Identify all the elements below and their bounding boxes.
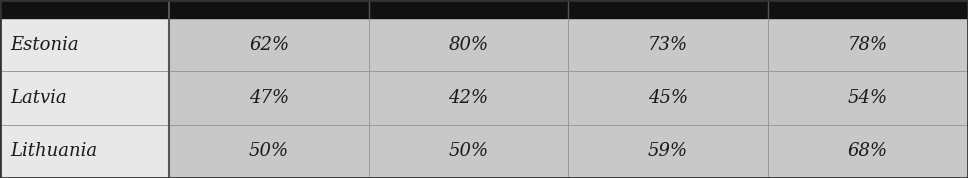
Bar — [0, 125, 169, 178]
Bar — [0, 71, 169, 125]
Text: 50%: 50% — [249, 142, 289, 160]
Text: Estonia: Estonia — [10, 35, 78, 54]
Text: 42%: 42% — [448, 89, 489, 107]
Text: 45%: 45% — [648, 89, 688, 107]
Bar — [169, 71, 968, 125]
Text: Lithuania: Lithuania — [10, 142, 98, 160]
Bar — [0, 18, 169, 71]
Text: 50%: 50% — [448, 142, 489, 160]
Text: 68%: 68% — [848, 142, 888, 160]
Bar — [0, 0, 968, 18]
Text: 73%: 73% — [648, 35, 688, 54]
Text: 62%: 62% — [249, 35, 289, 54]
Text: Latvia: Latvia — [10, 89, 67, 107]
Bar — [169, 18, 968, 71]
Text: 80%: 80% — [448, 35, 489, 54]
Text: 59%: 59% — [648, 142, 688, 160]
Bar — [169, 125, 968, 178]
Text: 78%: 78% — [848, 35, 888, 54]
Text: 47%: 47% — [249, 89, 289, 107]
Text: 54%: 54% — [848, 89, 888, 107]
